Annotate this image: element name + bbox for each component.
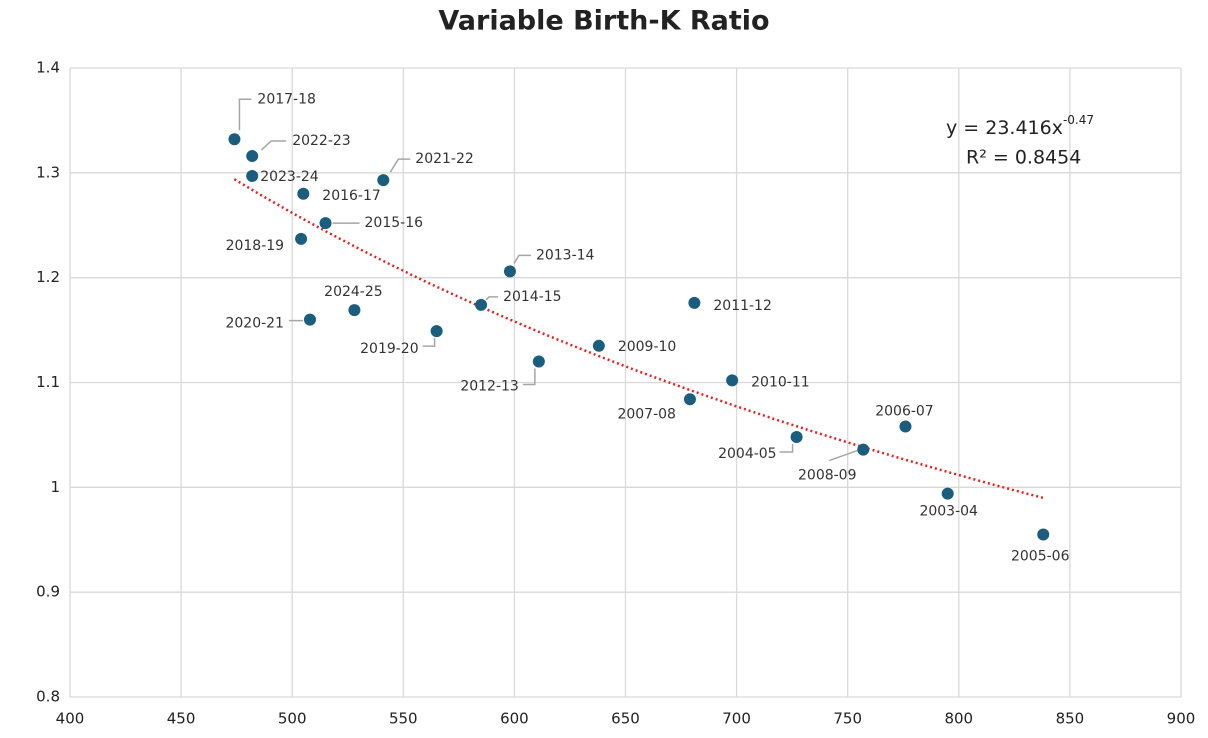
leader-line (422, 338, 436, 347)
point (1037, 528, 1050, 541)
chart-title: Variable Birth-K Ratio (438, 6, 769, 37)
point (348, 304, 361, 317)
data-label: 2021-22 (415, 151, 474, 167)
y-tick-label: 1 (50, 478, 60, 496)
y-tick-label: 0.9 (36, 583, 60, 601)
point (246, 169, 259, 182)
x-tick-label: 700 (722, 710, 751, 728)
leader-line (513, 254, 531, 264)
data-label: 2017-18 (257, 91, 316, 107)
data-label: 2024-25 (324, 284, 383, 300)
leader-line (260, 140, 287, 151)
point (683, 393, 696, 406)
data-label: 2014-15 (503, 289, 562, 305)
point (532, 355, 545, 368)
x-tick-label: 600 (500, 710, 529, 728)
data-label: 2007-08 (617, 406, 676, 422)
point (688, 296, 701, 309)
point (790, 431, 803, 444)
y-tick-label: 1.3 (36, 163, 60, 181)
leader-line (238, 98, 252, 131)
point (857, 443, 870, 456)
point (295, 232, 308, 245)
x-tick-label: 850 (1056, 710, 1085, 728)
point (246, 150, 259, 163)
point (726, 374, 739, 387)
data-label: 2018-19 (226, 238, 285, 254)
data-label: 2005-06 (1011, 549, 1070, 565)
data-label: 2004-05 (718, 446, 777, 462)
data-label: 2010-11 (751, 374, 810, 390)
y-tick-label: 1.4 (36, 59, 60, 77)
x-tick-label: 550 (389, 710, 418, 728)
equation-text: y = 23.416x (946, 117, 1063, 139)
leader-line (522, 368, 536, 386)
point (228, 133, 241, 146)
trend-equation: y = 23.416x-0.47 (946, 113, 1094, 139)
r-squared: R² = 0.8454 (966, 147, 1081, 169)
leader-line (779, 444, 794, 453)
point (503, 265, 516, 278)
data-label: 2019-20 (360, 341, 419, 357)
data-label: 2009-10 (618, 339, 677, 355)
x-tick-label: 400 (56, 710, 85, 728)
x-tick-label: 800 (944, 710, 973, 728)
leader-line (485, 296, 499, 301)
y-tick-label: 0.8 (36, 688, 60, 706)
x-tick-label: 750 (833, 710, 862, 728)
x-tick-label: 450 (167, 710, 196, 728)
data-label: 2020-21 (225, 316, 284, 332)
point (297, 187, 310, 200)
data-label: 2012-13 (460, 379, 519, 395)
leader-line (829, 449, 858, 462)
point (592, 339, 605, 352)
equation-exponent: -0.47 (1063, 113, 1094, 127)
point (899, 420, 912, 433)
y-tick-label: 1.2 (36, 268, 60, 286)
data-label: 2016-17 (322, 188, 381, 204)
data-label: 2006-07 (875, 404, 934, 420)
point (377, 174, 390, 187)
data-label: 2003-04 (919, 504, 978, 520)
point (430, 325, 443, 338)
leader-line (389, 158, 411, 173)
data-label: 2015-16 (365, 215, 424, 231)
x-tick-label: 650 (611, 710, 640, 728)
data-label: 2013-14 (536, 247, 595, 263)
x-tick-label: 900 (1167, 710, 1196, 728)
data-label: 2023-24 (260, 169, 319, 185)
y-tick-label: 1.1 (36, 373, 60, 391)
x-tick-label: 500 (278, 710, 307, 728)
point (303, 313, 316, 326)
point (941, 487, 954, 500)
point (475, 298, 488, 311)
point (319, 217, 332, 230)
data-label: 2011-12 (713, 298, 772, 314)
data-label: 2008-09 (798, 468, 857, 484)
data-label: 2022-23 (292, 133, 351, 149)
